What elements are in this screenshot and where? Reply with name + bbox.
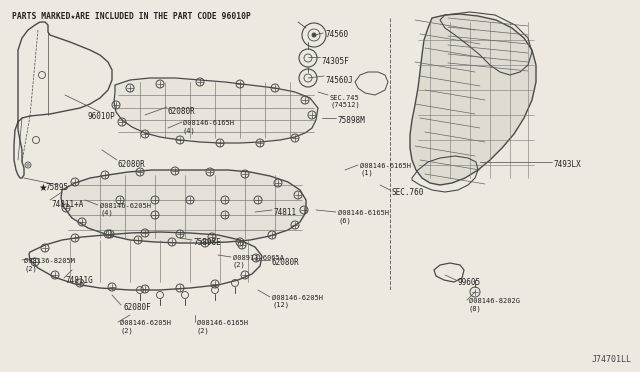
Text: Ø08146-6205H
(12): Ø08146-6205H (12): [272, 295, 323, 308]
Text: 74811G: 74811G: [65, 276, 93, 285]
Text: 62080R: 62080R: [168, 107, 196, 116]
Polygon shape: [410, 14, 536, 185]
Text: 75898M: 75898M: [338, 116, 365, 125]
Text: 75895: 75895: [46, 183, 69, 192]
Text: Ø08146-6165H
(6): Ø08146-6165H (6): [338, 210, 389, 224]
Text: 74811: 74811: [273, 208, 296, 217]
Text: 74560J: 74560J: [326, 76, 354, 85]
Text: Ø08146-6165H
(1): Ø08146-6165H (1): [360, 163, 411, 176]
Text: Ø08146-6165H
(4): Ø08146-6165H (4): [183, 120, 234, 134]
Text: 96010P: 96010P: [88, 112, 116, 121]
Text: 62080R: 62080R: [118, 160, 146, 169]
Text: 62080R: 62080R: [272, 258, 300, 267]
Text: 74305F: 74305F: [322, 57, 349, 66]
Text: Ø08136-8205M
(2): Ø08136-8205M (2): [24, 258, 75, 272]
Text: Ø08913-6065A
(2): Ø08913-6065A (2): [233, 255, 284, 269]
Text: 7493LX: 7493LX: [554, 160, 582, 169]
Text: Ø08146-6205H
(2): Ø08146-6205H (2): [120, 320, 171, 334]
Text: 74560: 74560: [326, 30, 349, 39]
Text: 74811+A: 74811+A: [52, 200, 84, 209]
Polygon shape: [114, 78, 318, 143]
Text: SEC.760: SEC.760: [392, 188, 424, 197]
Text: PARTS MARKED★ARE INCLUDED IN THE PART CODE 96010P: PARTS MARKED★ARE INCLUDED IN THE PART CO…: [12, 12, 251, 21]
Circle shape: [312, 33, 316, 37]
Text: SEC.745
(74512): SEC.745 (74512): [330, 95, 360, 109]
Text: J74701LL: J74701LL: [592, 355, 632, 364]
Polygon shape: [61, 170, 306, 243]
Text: Ø08146-6205H
(4): Ø08146-6205H (4): [100, 203, 151, 217]
Text: 99605: 99605: [458, 278, 481, 287]
Text: 75898E: 75898E: [194, 238, 221, 247]
Text: 62080F: 62080F: [123, 303, 151, 312]
Text: Ø08146-8202G
(8): Ø08146-8202G (8): [469, 298, 520, 311]
Text: ★: ★: [38, 183, 47, 193]
Text: Ø08146-6165H
(2): Ø08146-6165H (2): [197, 320, 248, 334]
